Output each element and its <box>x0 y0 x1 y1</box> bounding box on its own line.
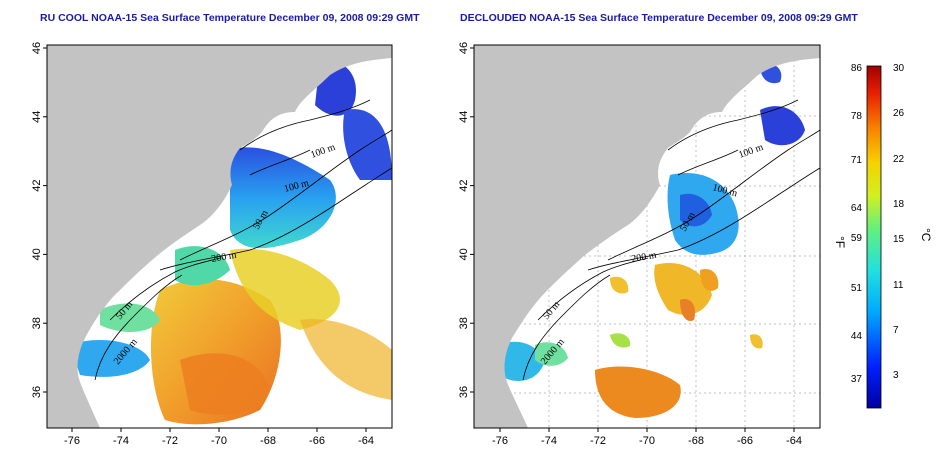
isobath-contour <box>677 149 739 176</box>
colorbar-celsius-label: 18 <box>893 199 905 210</box>
colorbar-celsius-label: 22 <box>893 154 905 165</box>
isobath-contour <box>179 129 392 261</box>
colorbar <box>866 65 882 409</box>
lon-tick-label: -76 <box>64 435 80 447</box>
isobath-contour <box>159 167 392 271</box>
lat-tick-label: 46 <box>458 42 470 54</box>
warm-water-patch <box>680 299 696 321</box>
lon-tick-label: -64 <box>786 435 802 447</box>
land-mass <box>47 45 392 428</box>
warm-water-patch <box>610 333 631 348</box>
axis-ticks: -76 -74 -72 -70 -68 -66 -64 46 44 42 40 38 36 <box>458 42 802 447</box>
isobath-contour <box>249 149 311 176</box>
colorbar-fahrenheit-label: 37 <box>851 374 863 385</box>
warm-water-patch <box>610 276 629 294</box>
lon-tick-label: -66 <box>737 435 753 447</box>
lon-tick-label: -74 <box>541 435 557 447</box>
fahrenheit-unit-label: °F <box>833 236 847 248</box>
lat-tick-label: 44 <box>31 111 43 123</box>
lon-tick-label: -70 <box>211 435 227 447</box>
isobath-contour <box>667 99 799 151</box>
shelf-cold-water <box>680 193 712 227</box>
warm-water-patch <box>300 319 392 400</box>
colorbar-fahrenheit-label: 71 <box>851 155 863 166</box>
colorbar-fahrenheit-label: 44 <box>851 331 863 342</box>
shelf-cold-water <box>343 109 392 180</box>
warm-water-patch <box>654 263 712 315</box>
lon-tick-label: -74 <box>113 435 129 447</box>
isobath-contour <box>94 274 183 381</box>
coastal-cold-water <box>535 342 568 366</box>
lat-tick-label: 40 <box>458 248 470 260</box>
warm-water-patch <box>230 248 340 330</box>
colorbar-celsius-label: 11 <box>893 280 904 291</box>
lat-tick-label: 42 <box>458 179 470 191</box>
isobath-contour <box>607 129 820 261</box>
lat-tick-label: 46 <box>31 42 43 54</box>
lon-tick-label: -68 <box>260 435 276 447</box>
lon-tick-label: -76 <box>492 435 508 447</box>
coastal-cold-water <box>100 303 160 332</box>
lon-tick-label: -68 <box>688 435 704 447</box>
colorbar-fahrenheit-label: 59 <box>851 233 863 244</box>
colorbar-celsius-label: 15 <box>893 234 905 245</box>
lon-tick-label: -72 <box>162 435 178 447</box>
lat-tick-label: 36 <box>458 386 470 398</box>
left-panel-title: RU COOL NOAA-15 Sea Surface Temperature … <box>40 12 420 24</box>
lat-tick-label: 44 <box>458 111 470 123</box>
isobath-contour <box>537 257 649 321</box>
isobath-contour <box>239 99 371 151</box>
isobath-contour <box>109 257 221 321</box>
isobath-contour <box>587 167 820 271</box>
colorbar-celsius-label: 26 <box>893 108 905 119</box>
coastal-cold-water <box>70 340 150 377</box>
warm-water-patch <box>750 334 763 349</box>
right-panel-title: DECLOUDED NOAA-15 Sea Surface Temperatur… <box>460 12 858 24</box>
axis-ticks: -76 -74 -72 -70 -68 -66 -64 46 44 42 40 38 36 <box>31 42 374 447</box>
celsius-unit-label: °C <box>919 228 933 242</box>
lon-tick-label: -70 <box>639 435 655 447</box>
lat-tick-label: 36 <box>31 386 43 398</box>
warm-water-patch <box>595 366 681 418</box>
lon-tick-label: -64 <box>358 435 374 447</box>
shelf-cold-water <box>760 106 805 146</box>
warm-water-patch <box>700 269 719 291</box>
land-mass <box>474 45 820 428</box>
lon-tick-label: -66 <box>309 435 325 447</box>
colorbar-celsius-label: 3 <box>893 370 899 381</box>
contour-label: 200 m <box>631 250 658 265</box>
lat-tick-label: 42 <box>31 179 43 191</box>
colorbar-fahrenheit-label: 86 <box>851 63 863 74</box>
lat-tick-label: 40 <box>31 248 43 260</box>
warm-water-patch <box>180 353 270 415</box>
lon-tick-label: -72 <box>590 435 606 447</box>
lat-tick-label: 38 <box>458 317 470 329</box>
lat-tick-label: 38 <box>31 317 43 329</box>
colorbar-labels: 86 78 71 64 59 51 44 37 30 26 22 18 15 11 7 3 <box>851 63 905 385</box>
isobath-contour <box>522 274 611 381</box>
colorbar-fahrenheit-label: 51 <box>851 283 863 294</box>
colorbar-celsius-label: 7 <box>893 325 899 336</box>
colorbar-fahrenheit-label: 64 <box>851 203 863 214</box>
contour-label: 200 m <box>211 250 238 265</box>
colorbar-celsius-label: 30 <box>893 63 905 74</box>
colorbar-fahrenheit-label: 78 <box>851 111 863 122</box>
